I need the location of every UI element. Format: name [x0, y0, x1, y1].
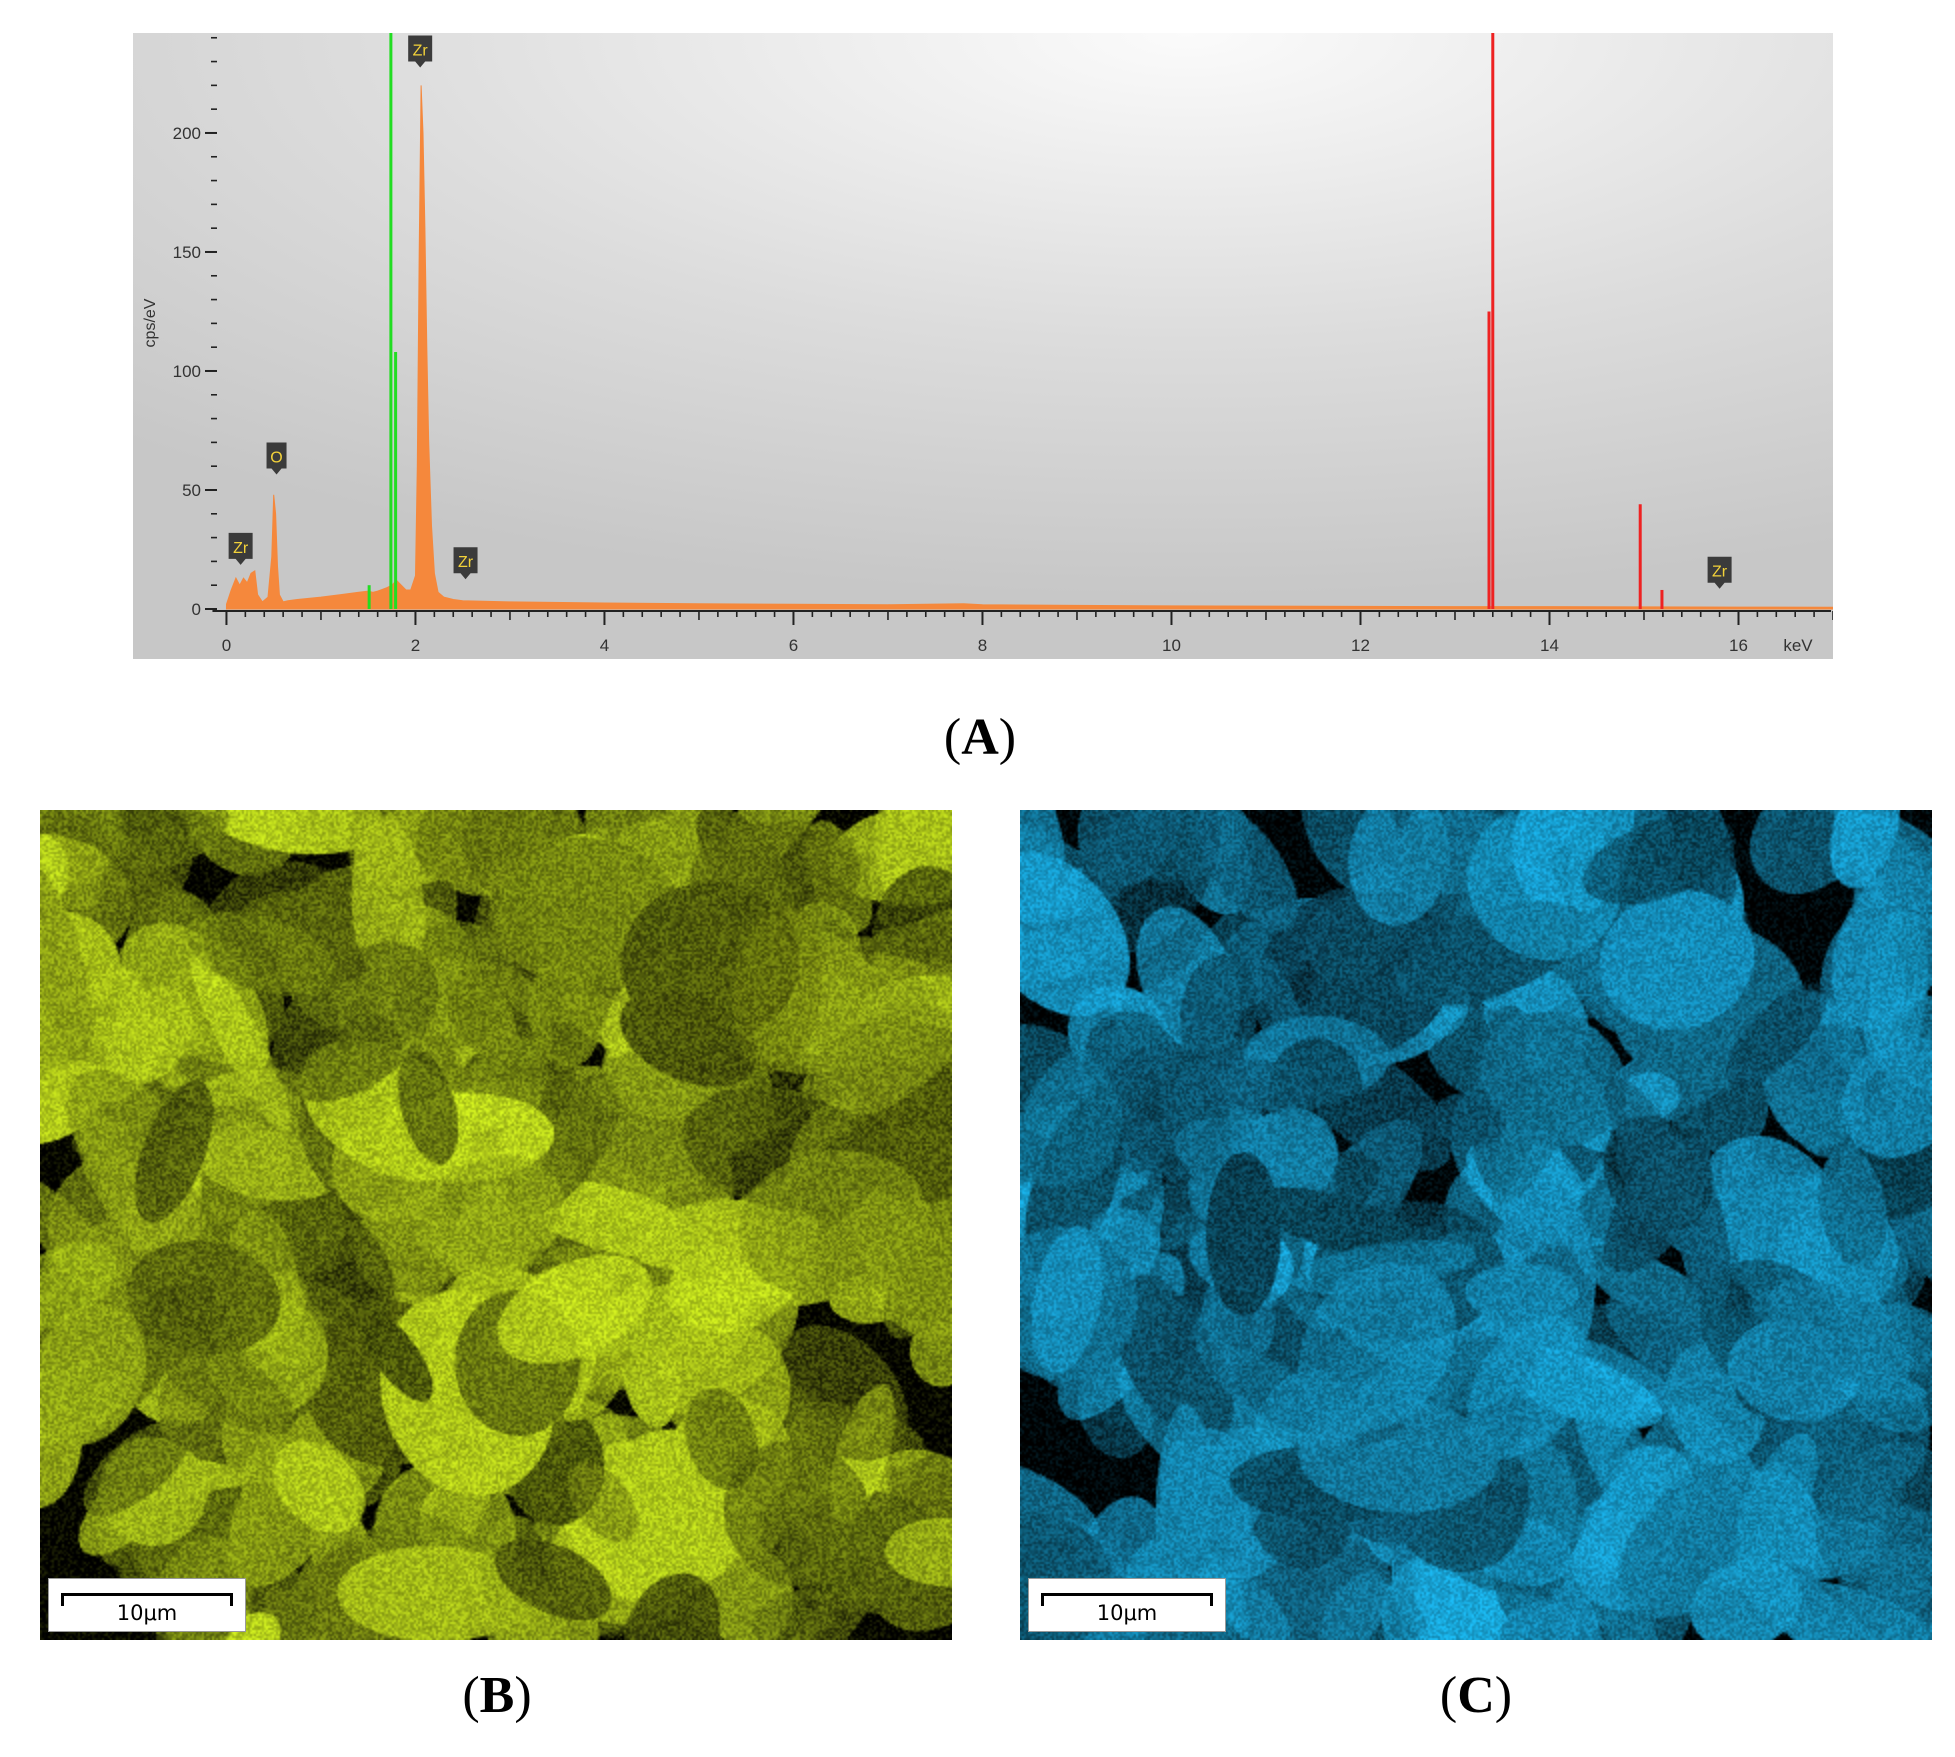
element-label-text: Zr	[1712, 564, 1728, 581]
scale-bar-line	[61, 1593, 233, 1606]
element-label-tag	[228, 532, 253, 565]
element-label-zr-0: Zr	[228, 532, 253, 565]
x-tick-label: 2	[411, 636, 420, 655]
plot-background	[133, 33, 1833, 659]
y-tick-label: 50	[182, 481, 201, 500]
x-tick-label: 14	[1540, 636, 1559, 655]
y-tick-label: 150	[173, 243, 201, 262]
element-label-tag	[408, 35, 433, 68]
caption-b: (B)	[462, 1667, 532, 1724]
x-tick-label: 6	[789, 636, 798, 655]
scale-bar-line	[1041, 1593, 1213, 1606]
scale-bar-label: 10μm	[1096, 1601, 1158, 1625]
y-tick-label: 200	[173, 124, 201, 143]
element-label-tag	[266, 442, 287, 475]
element-label-text: Zr	[413, 42, 429, 59]
element-label-zr-2: Zr	[408, 35, 433, 68]
elemental-map-b: 10μm	[40, 810, 952, 1640]
map-c-image	[1020, 810, 1932, 1640]
eds-spectrum-chart: 0 2 4 6 8 10 12 14 16 keV 0 50 100 150 200 cps/eV Zr O Zr…	[133, 33, 1833, 659]
x-axis-label: keV	[1783, 636, 1813, 655]
spectrum-svg: 0 2 4 6 8 10 12 14 16 keV 0 50 100 150 200 cps/eV Zr O Zr…	[133, 33, 1833, 659]
element-label-text: Zr	[458, 554, 474, 571]
x-tick-label: 4	[600, 636, 609, 655]
y-tick-label: 100	[173, 362, 201, 381]
x-tick-label: 0	[222, 636, 231, 655]
element-label-text: O	[270, 449, 282, 466]
x-tick-label: 8	[978, 636, 987, 655]
elemental-map-c: 10μm	[1020, 810, 1932, 1640]
element-label-zr-3: Zr	[453, 547, 478, 580]
scale-bar-b: 10μm	[48, 1578, 246, 1632]
spectrum-area-series-0	[225, 85, 1833, 610]
x-tick-label: 16	[1729, 636, 1748, 655]
element-label-tag	[453, 547, 478, 580]
element-label-o-1: O	[266, 442, 287, 475]
element-label-tag	[1707, 556, 1732, 589]
scale-bar-label: 10μm	[116, 1601, 178, 1625]
caption-c: (C)	[1439, 1667, 1513, 1724]
scale-bar-c: 10μm	[1028, 1578, 1226, 1632]
element-label-text: Zr	[233, 540, 249, 557]
y-tick-label: 0	[192, 600, 201, 619]
y-axis-label: cps/eV	[142, 298, 159, 347]
x-tick-label: 12	[1351, 636, 1370, 655]
x-tick-label: 10	[1162, 636, 1181, 655]
map-b-image	[40, 810, 952, 1640]
element-label-zr-4: Zr	[1707, 556, 1732, 589]
caption-a: (A)	[943, 709, 1017, 766]
